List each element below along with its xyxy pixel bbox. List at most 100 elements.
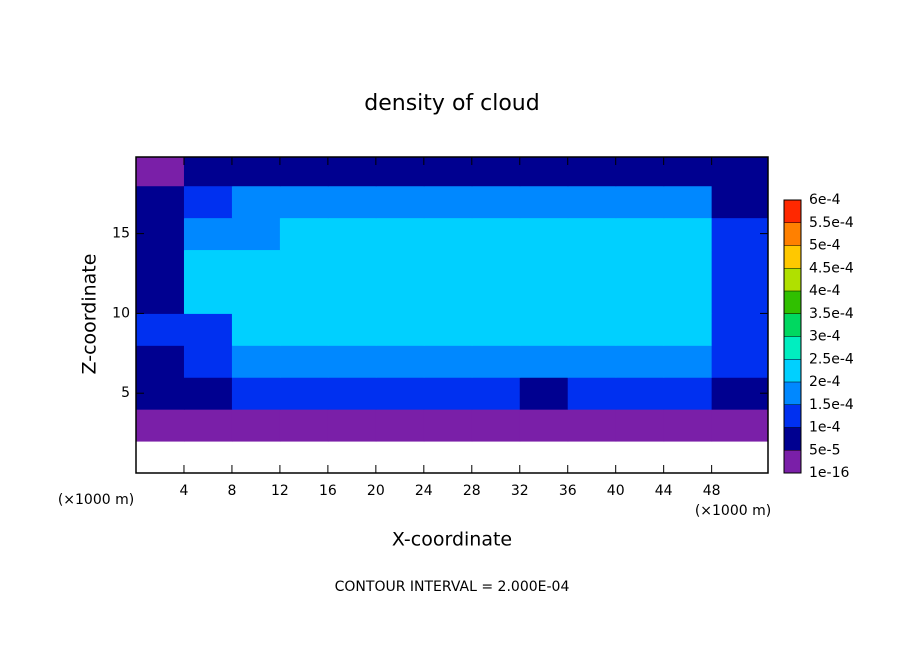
field-cell (615, 281, 665, 314)
field-cell (183, 281, 233, 314)
field-cell (567, 217, 617, 251)
x-axis-label: X-coordinate (392, 529, 512, 551)
field-cell (615, 217, 665, 251)
x-tick-label: 16 (319, 483, 337, 499)
field-cell (663, 313, 713, 346)
field-cell (231, 313, 281, 346)
field-cell (136, 313, 185, 346)
field-cell (231, 157, 281, 187)
field-cell (567, 313, 617, 346)
field-cell (471, 217, 521, 251)
field-cell (519, 281, 569, 314)
field-cell (327, 377, 377, 410)
x-tick-label: 28 (463, 483, 481, 499)
field-cell (615, 157, 665, 187)
field-cell (615, 249, 665, 282)
colorbar-band (784, 291, 801, 314)
field-cell (375, 185, 425, 219)
field-cell (136, 185, 185, 219)
field-cell (183, 249, 233, 282)
y-tick-label: 10 (112, 305, 130, 321)
field (136, 157, 769, 442)
field-cell (327, 157, 377, 187)
chart-title: density of cloud (364, 91, 539, 116)
field-cell (519, 249, 569, 282)
x-unit-label: (×1000 m) (695, 503, 771, 519)
field-cell (327, 217, 377, 251)
x-tick-label: 44 (655, 483, 673, 499)
field-cell (519, 185, 569, 219)
colorbar-label: 2e-4 (809, 374, 841, 390)
field-cell (136, 409, 185, 442)
field-cell (183, 345, 233, 378)
colorbar-band (784, 404, 801, 428)
field-cell (519, 345, 569, 378)
field-cell (183, 157, 233, 187)
field-cell (423, 281, 473, 314)
x-tick-label: 48 (703, 483, 721, 499)
footer-note: CONTOUR INTERVAL = 2.000E-04 (335, 579, 570, 595)
field-cell (375, 217, 425, 251)
field-cell (471, 157, 521, 187)
colorbar-band (784, 268, 801, 291)
field-cell (327, 409, 377, 442)
field-cell (423, 217, 473, 251)
field-cell (423, 185, 473, 219)
colorbar-label: 1e-4 (809, 420, 841, 436)
field-cell (375, 157, 425, 187)
colorbar-label: 3.5e-4 (809, 306, 854, 322)
field-cell (423, 345, 473, 378)
colorbar-label: 4.5e-4 (809, 260, 854, 276)
x-tick-label: 32 (511, 483, 529, 499)
colorbar-label: 1e-16 (809, 465, 849, 481)
field-cell (327, 345, 377, 378)
field-cell (231, 217, 281, 251)
field-cell (567, 249, 617, 282)
field-cell (567, 345, 617, 378)
x-tick-label: 12 (271, 483, 289, 499)
field-cell (279, 409, 329, 442)
colorbar-band (784, 382, 801, 405)
field-cell (136, 217, 185, 251)
field-cell (279, 345, 329, 378)
field-cell (327, 185, 377, 219)
field-cell (423, 409, 473, 442)
field-cell (136, 345, 185, 378)
field-cell (327, 249, 377, 282)
field-cell (183, 185, 233, 219)
field-cell (279, 217, 329, 251)
field-cell (663, 249, 713, 282)
field-cell (711, 377, 769, 410)
field-cell (327, 313, 377, 346)
colorbar-band (784, 336, 801, 360)
field-cell (519, 409, 569, 442)
field-cell (375, 409, 425, 442)
y-tick-label: 5 (121, 385, 130, 401)
field-cell (183, 409, 233, 442)
colorbar-label: 1.5e-4 (809, 397, 854, 413)
field-cell (375, 313, 425, 346)
field-cell (711, 217, 769, 251)
colorbar-label: 4e-4 (809, 283, 841, 299)
field-cell (663, 409, 713, 442)
colorbar-label: 5e-4 (809, 238, 841, 254)
field-cell (663, 157, 713, 187)
colorbar-band (784, 450, 801, 473)
field-cell (183, 377, 233, 410)
field-cell (375, 281, 425, 314)
field-cell (279, 185, 329, 219)
field-cell (471, 345, 521, 378)
field-cell (375, 249, 425, 282)
colorbar-band (784, 200, 801, 223)
field-cell (615, 409, 665, 442)
field-cell (136, 281, 185, 314)
field-cell (375, 345, 425, 378)
colorbar-band (784, 245, 801, 269)
field-cell (519, 313, 569, 346)
colorbar-label: 3e-4 (809, 329, 841, 345)
colorbar-label: 5e-5 (809, 442, 840, 458)
field-cell (471, 185, 521, 219)
field-cell (279, 249, 329, 282)
field-cell (567, 281, 617, 314)
field-cell (183, 217, 233, 251)
